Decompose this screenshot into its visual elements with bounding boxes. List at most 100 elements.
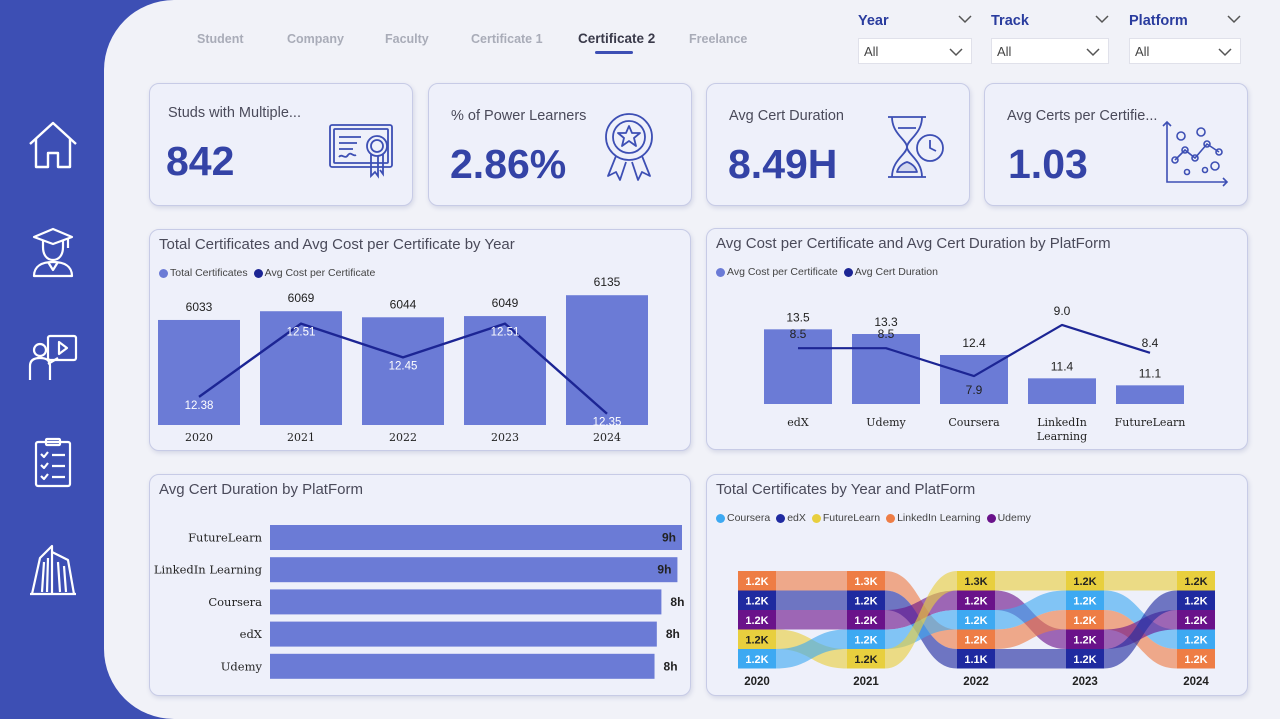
certificate-list-icon[interactable] — [24, 434, 82, 492]
ribbon-data-label: 1.2K — [854, 595, 877, 607]
ribbon-segment — [738, 649, 776, 669]
main-canvas: Student Company Faculty Certificate 1 Ce… — [104, 0, 1280, 719]
ribbon-data-label: 1.1K — [964, 654, 987, 666]
y-tick-label: Udemy — [221, 659, 263, 673]
legend-item-edx[interactable]: edX — [776, 512, 806, 524]
ribbon-data-label: 1.2K — [1073, 634, 1096, 646]
bar-data-label: 13.3 — [874, 315, 898, 329]
tab-certificate-2[interactable]: Certificate 2 — [578, 31, 656, 46]
company-building-icon[interactable] — [24, 540, 82, 598]
line-data-label: 8.5 — [878, 327, 895, 341]
kpi-card-multiple-certs[interactable]: Studs with Multiple... 842 — [149, 83, 413, 206]
ribbon-segment — [1177, 590, 1215, 610]
bar-data-label: 6044 — [390, 297, 417, 311]
ribbon-data-label: 1.2K — [1073, 595, 1096, 607]
ribbon-data-label: 1.2K — [964, 595, 987, 607]
x-tick-label: FutureLearn — [1115, 416, 1186, 429]
kpi-card-avg-certs-per-certified[interactable]: Avg Certs per Certifie... 1.03 — [984, 83, 1248, 206]
ribbon-segment — [847, 649, 885, 669]
ribbon-data-label: 1.3K — [854, 576, 877, 588]
ribbon-segment — [847, 610, 885, 630]
chart-certificates-by-year-platform[interactable]: Total Certificates by Year and PlatForm … — [706, 474, 1248, 696]
chart-cost-duration-by-platform[interactable]: Avg Cost per Certificate and Avg Cert Du… — [706, 228, 1248, 450]
bar-data-label: 8h — [666, 627, 680, 641]
tab-freelance[interactable]: Freelance — [689, 32, 748, 46]
ribbon-segment — [957, 590, 995, 610]
ribbon-data-label: 1.2K — [964, 634, 987, 646]
ribbon-flow — [995, 590, 1066, 630]
x-tick-label: 2022 — [389, 431, 417, 444]
track-dropdown-value: All — [997, 44, 1012, 59]
year-slicer-title[interactable]: Year — [858, 10, 972, 32]
x-tick-label: 2024 — [593, 431, 621, 444]
bar-data-label: 6069 — [288, 291, 315, 305]
platform-slicer-title[interactable]: Platform — [1129, 10, 1241, 32]
tab-student[interactable]: Student — [197, 32, 244, 46]
ribbon-segment — [1066, 649, 1104, 669]
faculty-icon[interactable] — [24, 328, 82, 386]
bar-data-label: 13.5 — [786, 310, 810, 324]
track-slicer: Track All — [991, 10, 1109, 64]
line-data-label: 12.51 — [491, 327, 520, 339]
year-dropdown[interactable]: All — [858, 38, 972, 64]
chart-title: Avg Cost per Certificate and Avg Cert Du… — [716, 235, 1111, 252]
x-tick-label: edX — [787, 416, 809, 429]
bar-total-certificates — [362, 317, 444, 425]
ribbon-data-label: 1.2K — [745, 634, 768, 646]
legend-item-avg-duration[interactable]: Avg Cert Duration — [843, 266, 938, 278]
track-dropdown[interactable]: All — [991, 38, 1109, 64]
legend-item-total-certificates[interactable]: Total Certificates — [159, 267, 248, 279]
sidebar — [0, 0, 104, 719]
legend-item-futurelearn[interactable]: FutureLearn — [811, 512, 880, 524]
x-tick-label: 2022 — [963, 676, 989, 688]
ribbon-data-label: 1.2K — [1184, 654, 1207, 666]
ribbon-segment — [847, 629, 885, 649]
line-data-label: 9.0 — [1054, 304, 1071, 318]
chevron-down-icon[interactable] — [1095, 14, 1109, 24]
chart-plot-area: 13.5 edX 13.3 Udemy 12.4 Coursera 11.4 LinkedIn… — [764, 304, 1186, 443]
bar-data-label: 8h — [670, 595, 684, 609]
track-slicer-title[interactable]: Track — [991, 10, 1109, 32]
bar-data-label: 6049 — [492, 296, 519, 310]
ribbon-segment — [738, 629, 776, 649]
home-icon[interactable] — [24, 116, 82, 174]
line-data-label: 12.45 — [389, 360, 418, 372]
chart-certificates-cost-by-year[interactable]: Total Certificates and Avg Cost per Cert… — [149, 229, 691, 451]
year-slicer: Year All — [858, 10, 972, 64]
tab-company[interactable]: Company — [287, 32, 344, 46]
ribbon-segment — [957, 610, 995, 630]
ribbon-data-label: 1.2K — [745, 595, 768, 607]
bar-total-certificates — [158, 319, 240, 425]
ribbon-segment — [1177, 629, 1215, 649]
tab-faculty[interactable]: Faculty — [385, 32, 429, 46]
ribbon-data-label: 1.2K — [745, 576, 768, 588]
ribbon-segment — [1177, 571, 1215, 591]
kpi-title: Avg Certs per Certifie... — [1007, 108, 1158, 124]
chevron-down-icon[interactable] — [1227, 14, 1241, 24]
legend-item-udemy[interactable]: Udemy — [986, 512, 1031, 524]
line-data-label: 8.5 — [790, 327, 807, 341]
kpi-card-power-learners[interactable]: % of Power Learners 2.86% — [428, 83, 692, 206]
ribbon-data-label: 1.2K — [854, 654, 877, 666]
tab-certificate-1[interactable]: Certificate 1 — [471, 32, 543, 46]
y-tick-label: Coursera — [208, 595, 262, 609]
ribbon-data-label: 1.3K — [964, 576, 987, 588]
legend-item-avg-cost[interactable]: Avg Cost per Certificate — [716, 266, 838, 278]
platform-slicer-label: Platform — [1129, 13, 1188, 29]
kpi-card-avg-cert-duration[interactable]: Avg Cert Duration 8.49H — [706, 83, 970, 206]
chevron-down-icon[interactable] — [958, 14, 972, 24]
ribbon-data-label: 1.2K — [745, 615, 768, 627]
platform-dropdown[interactable]: All — [1129, 38, 1241, 64]
ribbon-segment — [957, 649, 995, 669]
kpi-title: Studs with Multiple... — [168, 105, 301, 121]
student-icon[interactable] — [24, 222, 82, 280]
chart-duration-by-platform[interactable]: Avg Cert Duration by PlatForm FutureLear… — [149, 474, 691, 696]
legend-item-linkedin-learning[interactable]: LinkedIn Learning — [886, 512, 981, 524]
ribbon-segment — [1066, 590, 1104, 610]
x-tick-label: 2024 — [1183, 676, 1209, 688]
legend-item-avg-cost[interactable]: Avg Cost per Certificate — [253, 267, 375, 279]
chart-legend: Total Certificates Avg Cost per Certific… — [159, 267, 375, 279]
legend-item-coursera[interactable]: Coursera — [716, 512, 770, 524]
kpi-title: Avg Cert Duration — [729, 108, 844, 124]
x-tick-label: Udemy — [866, 416, 906, 429]
